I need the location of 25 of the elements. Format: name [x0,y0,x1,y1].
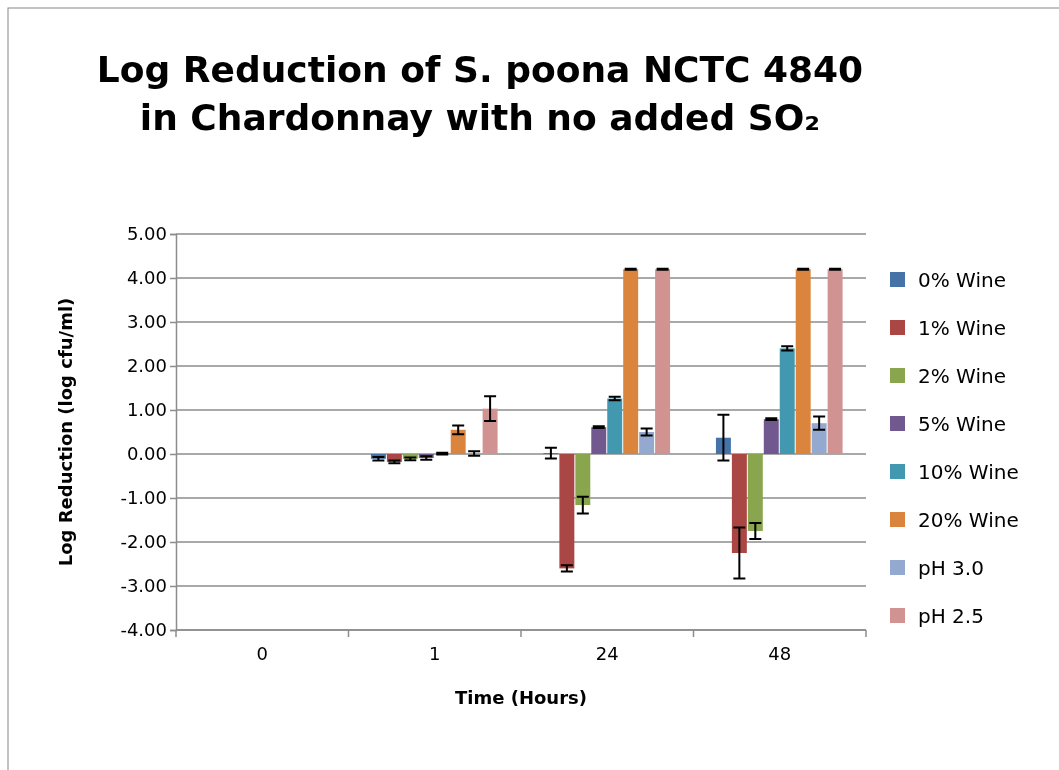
legend-label: 1% Wine [918,316,1006,340]
legend-label: 2% Wine [918,364,1006,388]
y-tick-label: 5.00 [126,223,167,245]
x-tick-label: 1 [429,643,441,664]
x-axis-title: Time (Hours) [455,687,587,708]
legend-label: pH 2.5 [918,604,984,628]
y-axis-title: Log Reduction (log cfu/ml) [55,297,76,567]
y-tick-label: -4.00 [120,619,167,641]
x-tick-label: 24 [595,643,619,664]
y-tick-label: -3.00 [120,575,167,597]
y-tick-label: 0.00 [126,443,167,465]
y-tick-label: 2.00 [126,355,167,377]
x-tick-label: 48 [768,643,792,664]
y-tick-label: 4.00 [126,267,167,289]
y-tick-label: 3.00 [126,311,167,333]
x-tick-label: 0 [256,643,268,664]
legend-label: 0% Wine [918,268,1006,292]
legend-label: 5% Wine [918,412,1006,436]
legend-label: pH 3.0 [918,556,984,580]
y-tick-label: -2.00 [120,531,167,553]
chart-title: Log Reduction of S. poona NCTC 4840 in Chardonnay with no added SO₂ [96,49,864,138]
y-tick-label: -1.00 [120,487,167,509]
legend-label: 10% Wine [918,460,1019,484]
y-tick-label: 1.00 [126,399,167,421]
legend-label: 20% Wine [918,508,1019,532]
